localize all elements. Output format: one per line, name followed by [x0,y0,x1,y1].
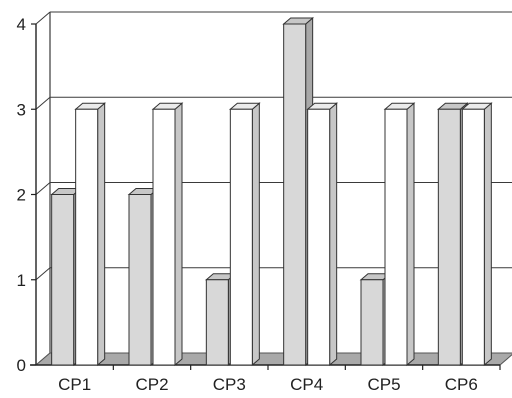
x-tick-label: CP5 [367,375,400,394]
bar-side [251,102,260,367]
bar-front [360,279,384,366]
x-tick-label: CP4 [290,375,323,394]
bar-front [437,108,461,366]
bar-side [97,102,106,367]
bar-front [384,108,408,366]
bar-cp1-s2 [74,102,107,367]
bar-front [152,108,176,366]
gridline-side [35,182,51,195]
bar-front [461,108,485,366]
bar-front [128,194,152,366]
bar-front [307,108,331,366]
gridline-side [35,96,51,110]
gridline-side [35,11,51,25]
y-tick-label: 2 [17,186,26,205]
bar-front [75,108,99,366]
x-tick-label: CP3 [213,375,246,394]
bar-cp2-s2 [151,102,184,367]
x-tick-label: CP2 [135,375,168,394]
bars [50,16,493,367]
bar-front [51,194,75,366]
bar-side [406,102,415,367]
bar-side [174,102,183,367]
x-tick-label: CP6 [445,375,478,394]
bar-cp5-s2 [383,102,416,367]
bar-front [283,23,307,366]
bar-front [205,279,229,366]
bar-cp6-s2 [460,102,493,367]
y-tick-label: 1 [17,271,26,290]
y-tick-label: 0 [17,356,26,375]
y-tick-label: 3 [17,100,26,119]
bar-side [329,102,338,367]
y-tick-label: 4 [17,15,26,34]
x-tick-label: CP1 [58,375,91,394]
axis-labels: 0 1 2 3 4 CP1 CP2 CP3 CP4 CP5 CP6 [17,15,501,394]
bar-front [229,108,253,366]
bar-cp3-s2 [228,102,261,367]
gridline-side [35,267,51,281]
bar-side [483,102,492,367]
bar-cp4-s2 [306,102,339,367]
